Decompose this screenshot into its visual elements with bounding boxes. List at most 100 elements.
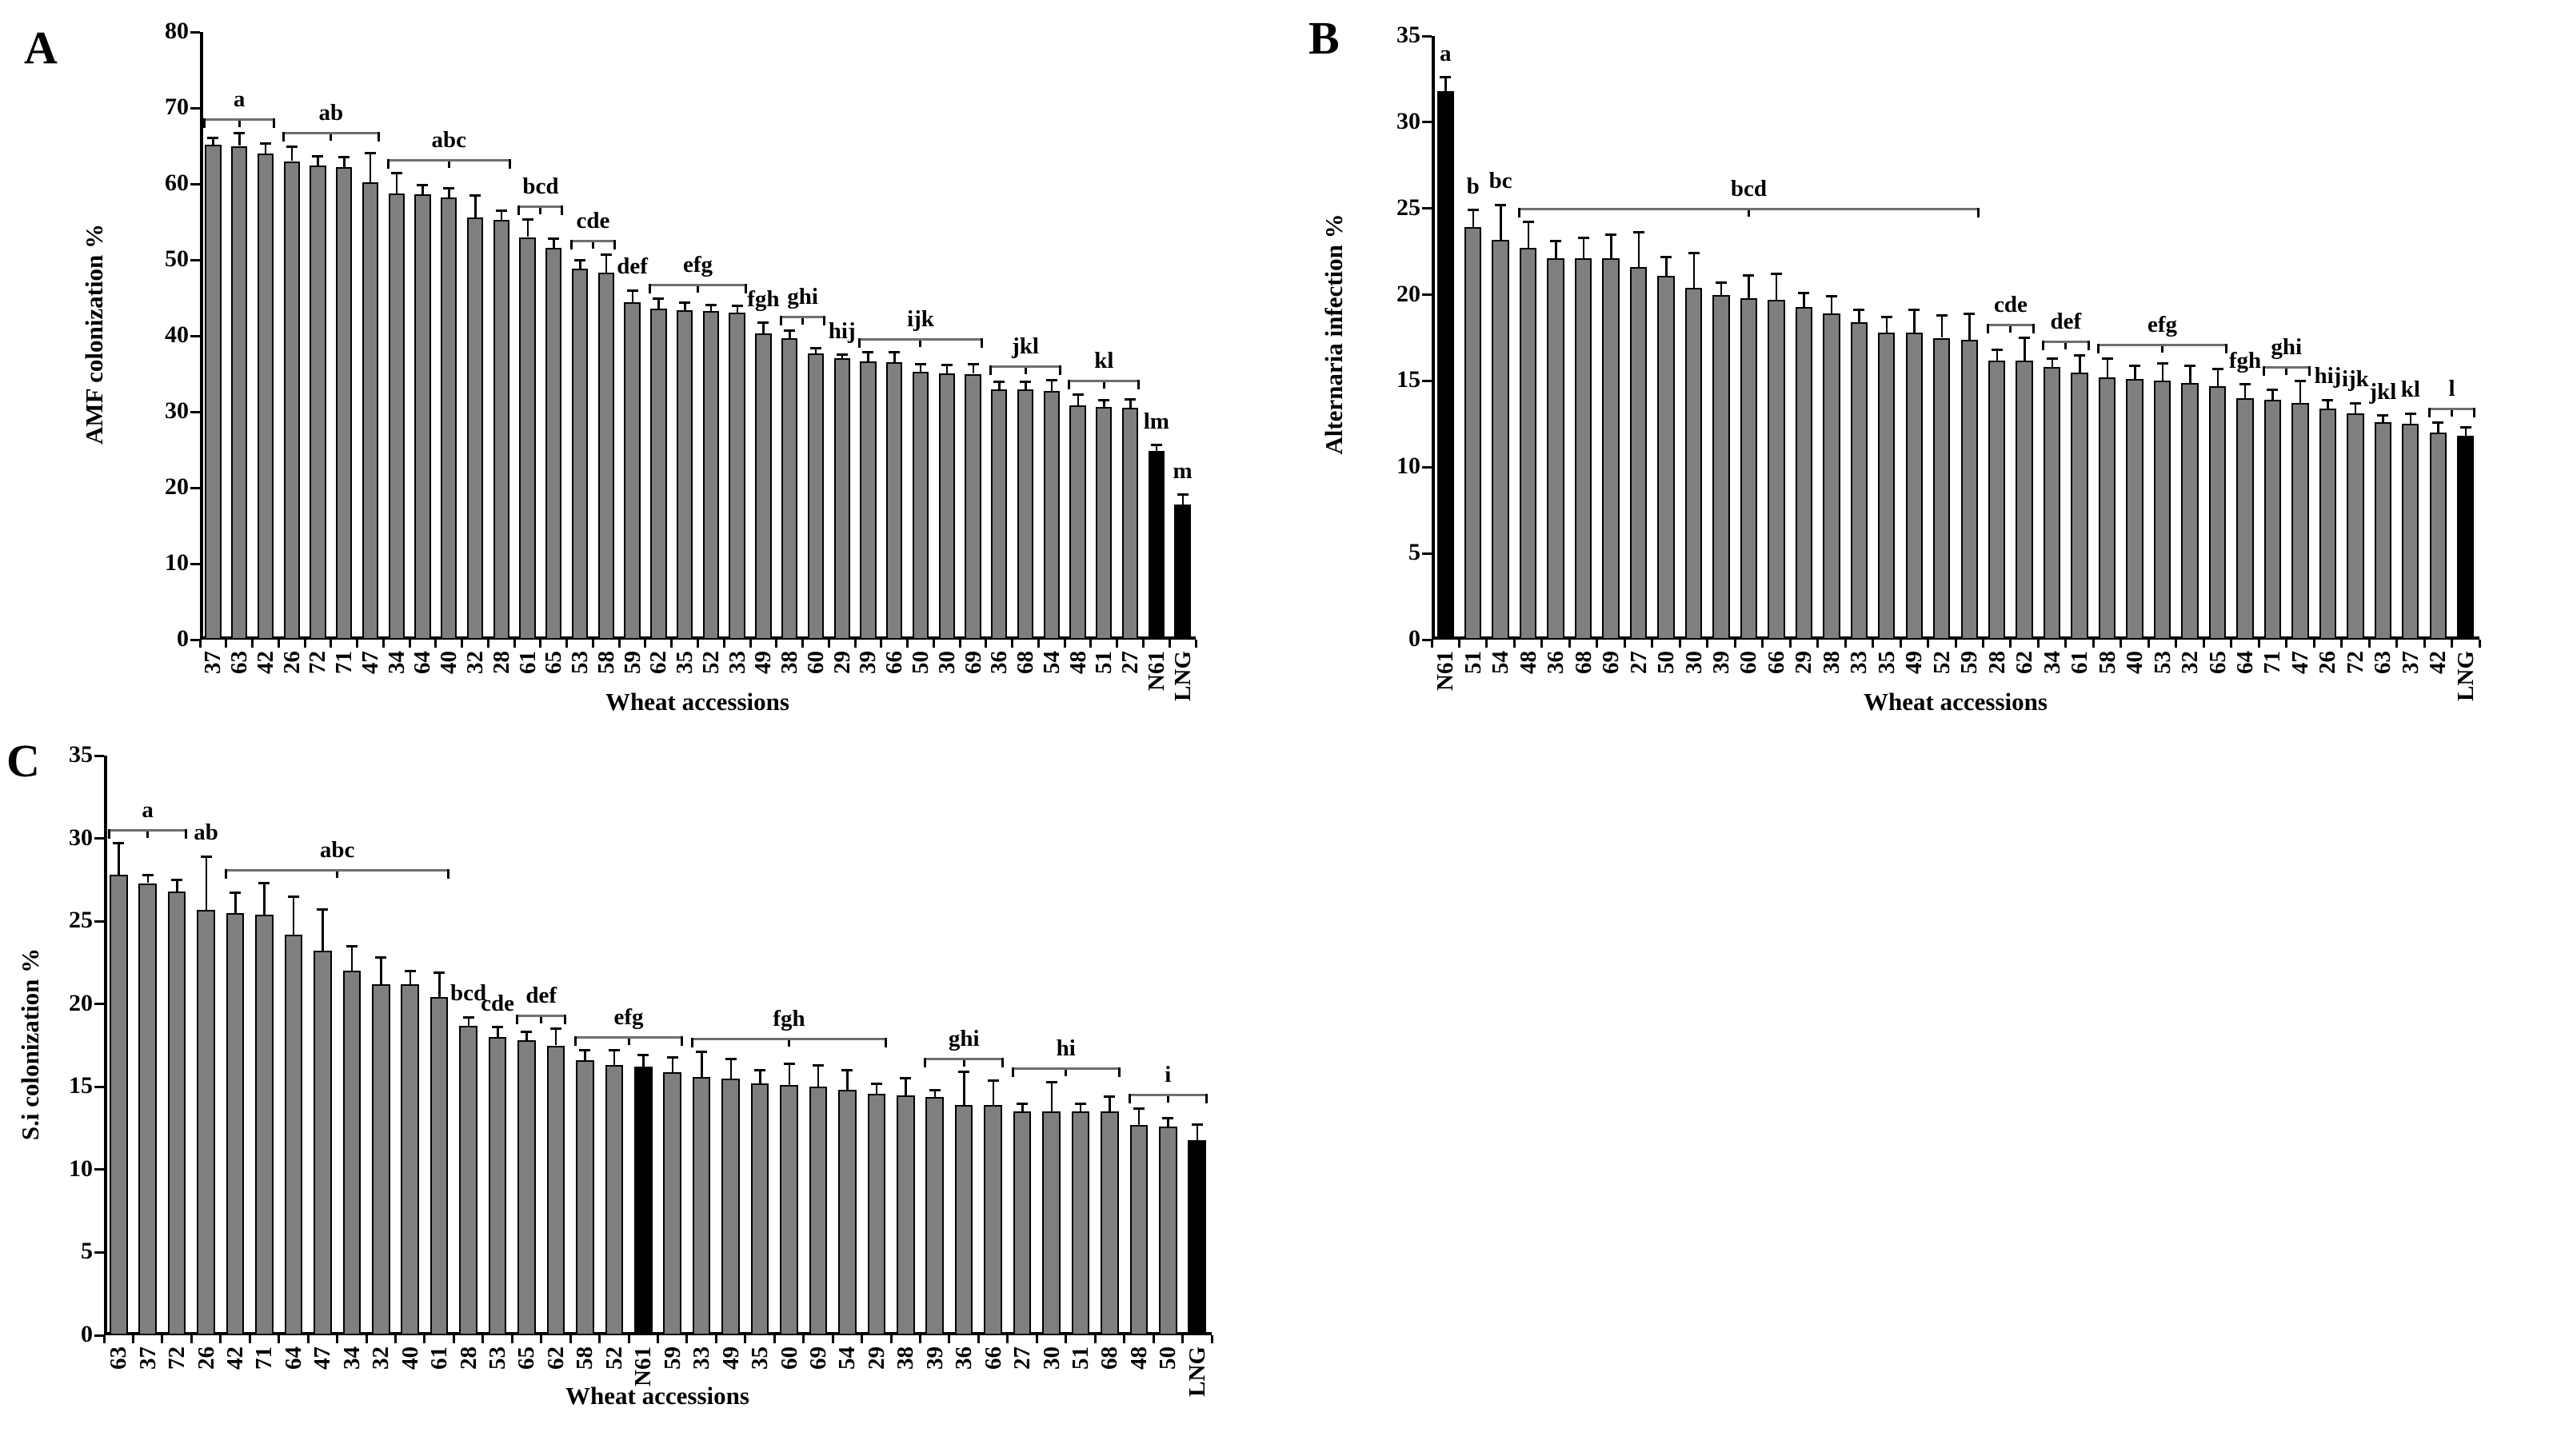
- error-bar: [584, 1050, 586, 1061]
- error-bar: [933, 1090, 937, 1097]
- x-tick: [1927, 640, 1930, 648]
- bar-32: [466, 217, 484, 640]
- error-bar: [817, 1065, 820, 1087]
- error-bar-cap: [679, 301, 691, 304]
- bracket-hook-left: [989, 365, 993, 376]
- error-bar: [945, 365, 949, 373]
- x-category-label: 65: [541, 651, 567, 674]
- x-tick: [382, 640, 385, 648]
- error-bar: [657, 298, 660, 309]
- error-bar: [972, 364, 974, 374]
- error-bar: [2354, 403, 2357, 414]
- bar-66: [886, 362, 903, 640]
- bar-52: [702, 310, 720, 640]
- group-letter-ghi: ghi: [787, 284, 818, 310]
- error-bar: [2271, 389, 2274, 401]
- error-bar-cap: [287, 895, 299, 898]
- y-tick-label: 10: [1396, 453, 1420, 480]
- bracket-hook-left: [2096, 344, 2100, 354]
- x-category-label: 64: [2231, 651, 2258, 674]
- error-bar: [2024, 337, 2026, 361]
- error-bar: [497, 1027, 499, 1038]
- x-category-label: 38: [1818, 651, 1844, 674]
- bar-26: [283, 161, 300, 640]
- x-category-label: 51: [1067, 1346, 1093, 1370]
- x-category-label: 40: [397, 1346, 423, 1370]
- error-bar: [1103, 400, 1105, 408]
- error-bar: [671, 1057, 674, 1072]
- group-bracket-kl: [1068, 380, 1141, 383]
- x-category-label: 72: [164, 1346, 190, 1370]
- x-category-label: 28: [1984, 651, 2010, 674]
- error-bar-cap: [2432, 421, 2444, 424]
- error-bar: [554, 1028, 557, 1046]
- bar-39: [1712, 294, 1730, 640]
- error-bar: [893, 352, 896, 363]
- x-tick: [880, 640, 883, 648]
- x-category-label: 36: [951, 1346, 977, 1370]
- error-bar-cap: [1104, 1095, 1116, 1099]
- bracket-hook-right: [273, 118, 276, 129]
- bar-63: [109, 875, 128, 1335]
- x-tick: [1485, 640, 1488, 648]
- group-letter-fgh: fgh: [773, 1005, 805, 1031]
- bracket-hook-left: [282, 132, 285, 142]
- error-bar: [1444, 77, 1447, 92]
- error-bar-cap: [862, 351, 874, 354]
- error-bar: [905, 1078, 907, 1095]
- error-bar-cap: [870, 1082, 882, 1085]
- y-tick: [190, 30, 200, 34]
- error-bar: [998, 381, 1001, 389]
- x-tick: [461, 640, 464, 648]
- bar-68: [1017, 389, 1034, 640]
- bracket-hook-right: [2225, 344, 2228, 354]
- x-tick: [948, 1335, 951, 1343]
- x-tick: [1844, 640, 1847, 648]
- x-tick: [1116, 640, 1119, 648]
- x-tick: [565, 640, 569, 648]
- x-tick: [423, 1335, 426, 1343]
- bracket-hook-right: [2307, 366, 2311, 377]
- error-bar: [1803, 293, 1805, 307]
- error-bar: [642, 1055, 645, 1067]
- error-bar: [1181, 494, 1185, 505]
- bar-35: [1878, 333, 1896, 640]
- group-bracket-def: [516, 1014, 567, 1017]
- x-tick: [985, 640, 988, 648]
- bracket-hook-center: [330, 134, 333, 142]
- bar-48: [1519, 248, 1537, 640]
- group-letter-abc: abc: [319, 836, 355, 863]
- error-bar-cap: [1660, 255, 1672, 258]
- x-tick: [1678, 640, 1681, 648]
- x-tick: [1430, 640, 1433, 648]
- x-tick: [277, 640, 280, 648]
- error-bar: [1079, 1103, 1082, 1112]
- bar-LNG: [1188, 1139, 1207, 1335]
- x-tick: [906, 640, 909, 648]
- group-bracket-ghi: [2262, 366, 2311, 369]
- error-bar: [422, 185, 424, 195]
- bar-40: [2126, 379, 2143, 640]
- x-category-label: LNG: [1169, 651, 1196, 701]
- x-category-label: 72: [2342, 651, 2368, 674]
- error-bar-cap: [417, 184, 429, 187]
- group-letter-bcd: bcd: [1730, 175, 1767, 201]
- x-tick: [591, 640, 594, 648]
- x-tick: [569, 1335, 572, 1343]
- error-bar-cap: [731, 304, 743, 307]
- x-tick: [365, 1335, 368, 1343]
- x-category-label: 69: [805, 1346, 831, 1370]
- bracket-hook-left: [858, 337, 861, 348]
- bracket-hook-right: [1058, 365, 1061, 376]
- x-category-label: 53: [2149, 651, 2175, 674]
- x-category-label: 54: [1488, 651, 1514, 674]
- x-category-label: 34: [338, 1346, 365, 1370]
- error-bar: [1665, 257, 1668, 276]
- bar-66: [984, 1105, 1002, 1335]
- bar-50: [1657, 275, 1675, 640]
- x-tick: [1011, 640, 1014, 648]
- error-bar: [2382, 415, 2384, 423]
- error-bar-cap: [495, 209, 507, 212]
- bracket-hook-right: [823, 316, 826, 326]
- bar-39: [860, 361, 877, 640]
